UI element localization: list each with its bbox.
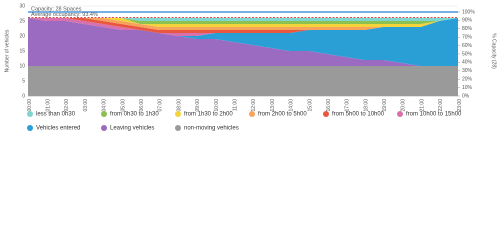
x-tick-label: 23:00: [457, 99, 463, 112]
legend-label: from 2h00 to 5h00: [258, 112, 307, 118]
legend-marker: [27, 125, 33, 131]
y-tick-label: 25: [19, 18, 25, 24]
x-tick-label: 05:00: [120, 99, 126, 112]
x-tick-label: 18:00: [363, 99, 369, 112]
y2-tick-label: 10%: [462, 85, 473, 91]
y2-tick-label: 60%: [462, 43, 473, 49]
y-tick-label: 5: [22, 78, 25, 84]
x-tick-label: 04:00: [102, 99, 108, 112]
x-tick-label: 14:00: [289, 99, 295, 112]
x-tick-label: 00:00: [27, 99, 33, 112]
x-tick-label: 16:00: [326, 99, 332, 112]
y2-tick-label: 20%: [462, 77, 473, 83]
legend-marker: [323, 111, 329, 117]
x-tick-label: 11:00: [232, 99, 238, 111]
y2-tick-label: 50%: [462, 51, 473, 57]
x-tick-label: 20:00: [401, 99, 407, 112]
y2-tick-label: 80%: [462, 26, 473, 32]
x-tick-label: 13:00: [270, 99, 276, 112]
area: [28, 18, 458, 27]
reference-label: Capacity: 28 Spaces: [31, 6, 82, 12]
x-tick-label: 02:00: [64, 99, 70, 112]
y-axis-title: Number of vehicles: [4, 29, 10, 72]
x-tick-label: 08:00: [176, 99, 182, 112]
legend-label: from 10h00 to 15h00: [406, 112, 462, 118]
x-tick-label: 22:00: [438, 99, 444, 112]
x-tick-label: 07:00: [158, 99, 164, 112]
area: [28, 18, 458, 36]
y2-tick-label: 40%: [462, 60, 473, 66]
legend-marker: [397, 111, 403, 117]
reference-label: Average occupancy: 93.4%: [31, 12, 98, 18]
legend-label: from 1h30 to 2h00: [184, 112, 233, 118]
y2-axis-title: % Capacity (28): [491, 33, 497, 69]
y2-tick-label: 100%: [462, 9, 475, 15]
y-tick-label: 15: [19, 48, 25, 54]
legend-marker: [175, 111, 181, 117]
legend-label: less than 0h30: [36, 112, 76, 118]
legend-label: non-moving vehicles: [184, 126, 239, 132]
x-tick-label: 09:00: [195, 99, 201, 112]
x-tick-label: 06:00: [139, 99, 145, 112]
area: [28, 18, 458, 21]
legend-label: from 5h00 to 10h00: [332, 112, 385, 118]
area: [28, 66, 458, 96]
x-tick-label: 10:00: [214, 99, 220, 112]
legend-label: Leaving vehicles: [110, 126, 154, 132]
y-tick-label: 30: [19, 3, 25, 9]
y2-tick-label: 30%: [462, 68, 473, 74]
legend-marker: [249, 111, 255, 117]
x-tick-label: 17:00: [345, 99, 351, 112]
x-tick-label: 12:00: [251, 99, 257, 112]
y2-tick-label: 0%: [462, 93, 470, 99]
x-tick-label: 03:00: [83, 99, 89, 112]
legend-marker: [175, 125, 181, 131]
y-tick-label: 20: [19, 33, 25, 39]
legend-marker: [27, 111, 33, 117]
y2-tick-label: 90%: [462, 18, 473, 24]
y-tick-label: 10: [19, 63, 25, 69]
x-tick-label: 15:00: [307, 99, 313, 112]
legend-label: Vehicles entered: [36, 126, 80, 132]
chart: Number of vehicles % Capacity (28) 0 5 10 15 2…: [4, 3, 497, 132]
legend-label: from 0h30 to 1h30: [110, 112, 159, 118]
x-tick-label: 01:00: [46, 99, 52, 112]
x-tick-label: 21:00: [419, 99, 425, 112]
x-tick-label: 19:00: [382, 99, 388, 112]
legend-marker: [101, 125, 107, 131]
y2-tick-label: 70%: [462, 35, 473, 41]
legend-marker: [101, 111, 107, 117]
y-tick-label: 0: [22, 93, 25, 99]
